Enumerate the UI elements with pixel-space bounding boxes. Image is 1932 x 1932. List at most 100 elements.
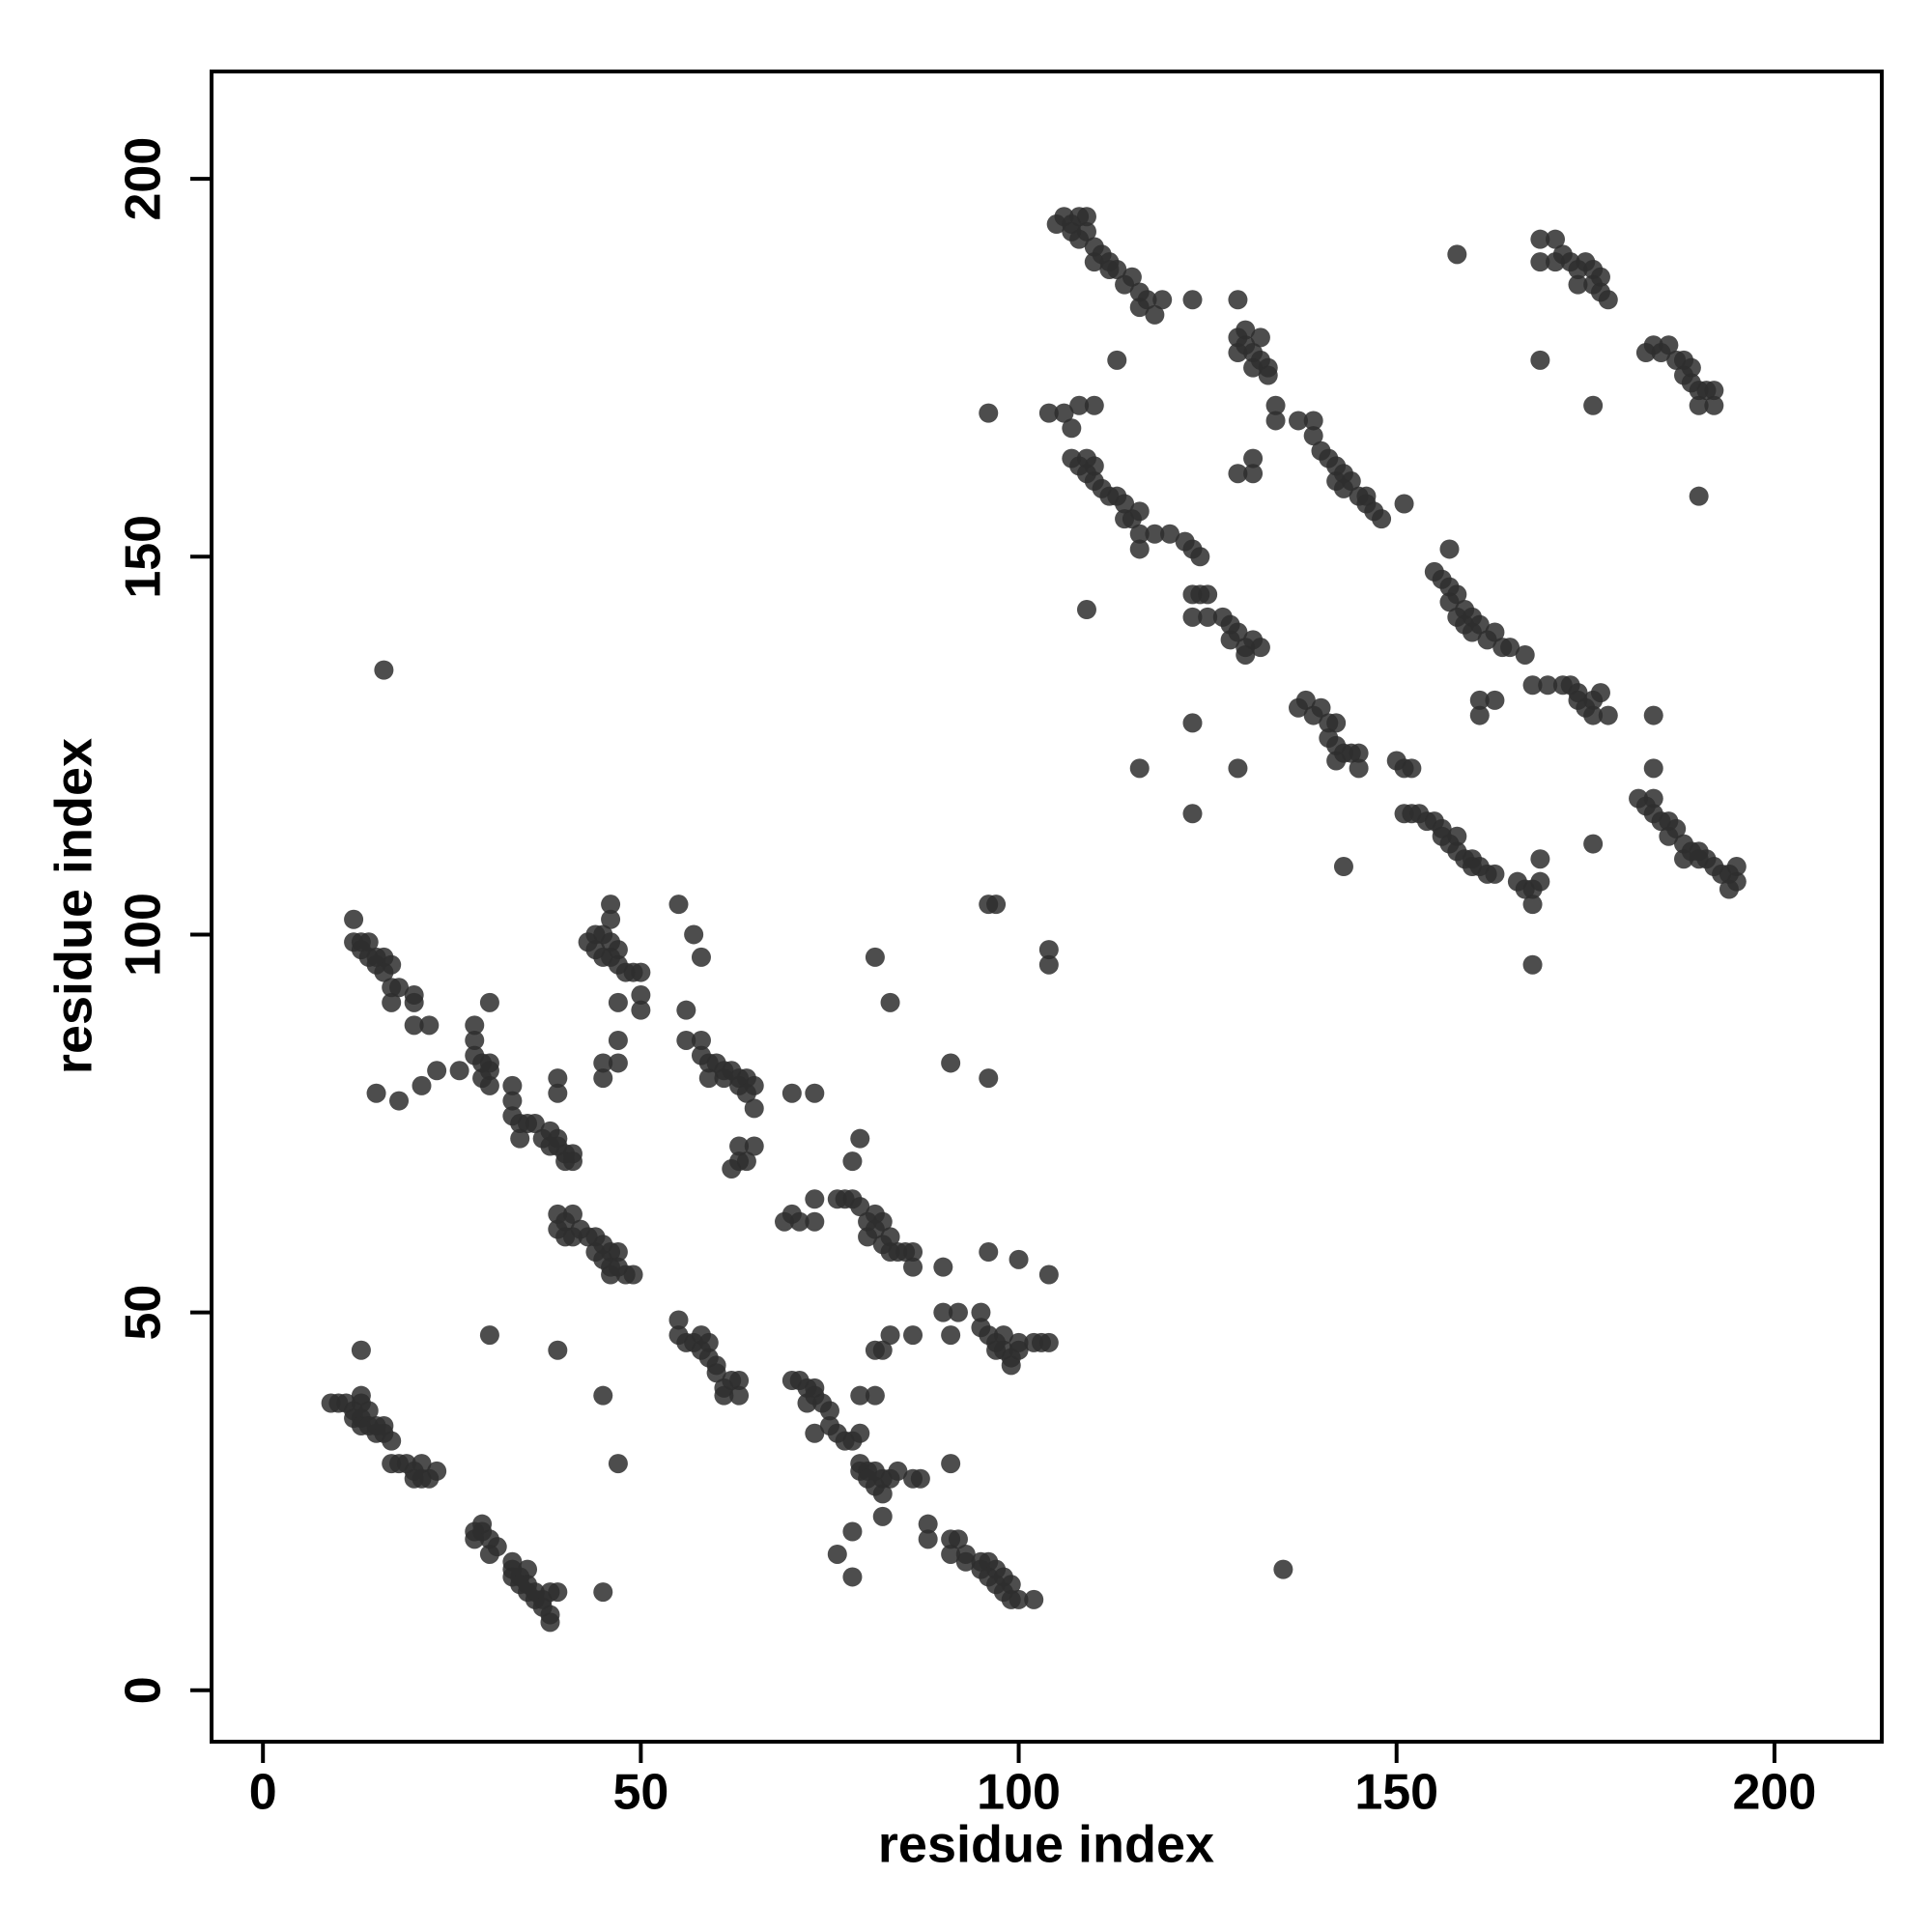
point [479,1075,499,1095]
point [880,1325,900,1346]
point [1265,411,1286,431]
point [608,1454,628,1474]
point [910,1468,930,1489]
point [1333,857,1353,877]
point [465,1015,485,1036]
point [1236,644,1256,665]
point [1303,426,1323,446]
point [1069,395,1090,415]
point [427,1461,447,1481]
point [1182,290,1203,310]
point [1122,267,1142,287]
point [1643,788,1663,809]
point [548,1083,568,1103]
point [1182,713,1203,733]
point [631,962,651,982]
point [865,1385,885,1406]
point [948,1529,968,1549]
point [593,1385,613,1406]
point [1038,940,1059,960]
point [631,1000,651,1020]
point [1447,826,1467,846]
point [903,1257,923,1277]
point [1250,327,1270,348]
point [487,1537,507,1557]
point [1243,464,1264,484]
point [1704,395,1724,415]
point [525,1114,545,1134]
point [850,1197,870,1217]
point [805,1083,825,1103]
point [510,1128,530,1149]
point [1273,1559,1293,1579]
point [1681,357,1701,378]
y-tick-label: 150 [116,515,172,599]
point [1129,524,1150,544]
point [1236,320,1256,340]
point [684,924,704,945]
point [1107,350,1127,370]
point [789,1211,810,1232]
point [1265,395,1286,415]
point [1084,456,1104,476]
point [1583,834,1604,854]
point [1372,509,1392,529]
point [668,895,689,915]
point [805,1189,825,1209]
point [479,1061,499,1081]
point [1326,713,1347,733]
point [412,1075,432,1095]
point [842,1521,863,1542]
point [1182,607,1203,627]
point [465,1030,485,1050]
point [1666,818,1687,838]
point [1198,607,1218,627]
point [872,1506,893,1526]
point [948,1302,968,1322]
point [1643,758,1663,779]
point [880,992,900,1012]
point [872,1340,893,1360]
point [548,1582,568,1603]
y-tick-label: 100 [116,893,172,977]
point [744,1075,764,1095]
point [608,1030,628,1050]
point [1447,584,1467,605]
point [714,1385,734,1406]
point [1062,418,1082,439]
point [1469,614,1490,635]
point [608,940,628,960]
point [1659,335,1679,355]
point [548,1340,568,1360]
point [1341,471,1361,492]
point [933,1302,953,1322]
point [1303,411,1323,431]
x-tick-label: 150 [1354,1765,1438,1821]
point [366,1083,386,1103]
point [1726,857,1747,877]
point [608,992,628,1012]
point [1024,1589,1044,1609]
point [374,660,394,680]
point [404,992,424,1012]
point [933,1257,953,1277]
point [562,1151,582,1172]
point [1038,1332,1059,1352]
point [1704,381,1724,401]
point [1160,524,1180,544]
point [1009,1332,1029,1352]
point [850,1423,870,1443]
point [1500,638,1520,658]
point [979,1068,999,1089]
point [1295,690,1316,710]
point [1643,705,1663,725]
point [593,1582,613,1603]
y-tick-label: 50 [116,1285,172,1341]
point [608,1053,628,1073]
point [382,954,402,975]
point [1538,675,1558,696]
point [593,1068,613,1089]
plot-frame [210,70,1884,1744]
x-tick-label: 50 [612,1765,668,1821]
point [1129,539,1150,559]
